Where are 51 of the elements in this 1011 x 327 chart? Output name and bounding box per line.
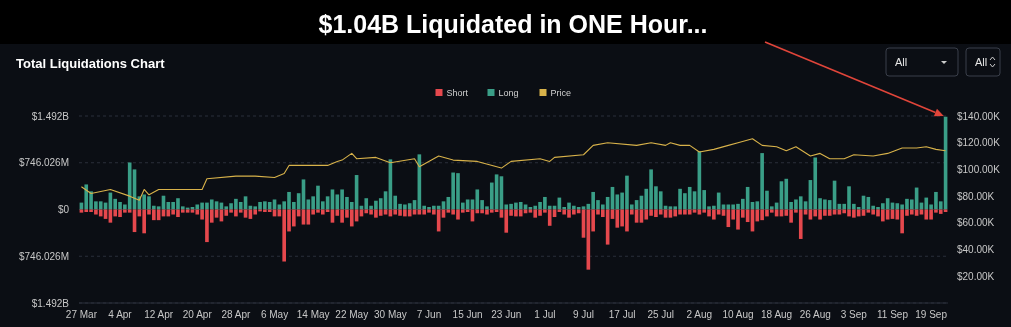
- x-tick-label: 19 Sep: [915, 309, 948, 320]
- bar: [813, 209, 818, 217]
- x-tick-label: 11 Sep: [877, 309, 909, 320]
- y-tick-label: $746.026M: [18, 250, 69, 262]
- bar: [84, 184, 89, 210]
- x-tick-label: 9 Jul: [572, 309, 595, 320]
- line-series: [80, 138, 947, 201]
- legend-label: Short: [446, 88, 469, 98]
- bar: [581, 206, 586, 210]
- x-tick-label: 4 Apr: [108, 309, 133, 320]
- y2-tick-label: $60.00K: [957, 217, 995, 229]
- x-tick-label: 28 Apr: [221, 309, 252, 320]
- x-tick-label: 25 Jul: [647, 309, 675, 320]
- y-tick-label: $746.026M: [18, 157, 69, 169]
- x-tick-label: 3 Sep: [840, 309, 868, 320]
- x-tick-label: 12 Apr: [144, 309, 174, 320]
- text: $1.04B Liquidated in ONE Hour...: [318, 10, 708, 38]
- x-tick-label: 1 Jul: [534, 309, 556, 320]
- x-tick-label: 30 May: [373, 309, 407, 320]
- legend-label: Long: [498, 88, 519, 98]
- bar: [702, 209, 707, 213]
- text: All: [895, 56, 908, 68]
- bar: [687, 209, 692, 215]
- x-tick-label: 26 Aug: [799, 309, 831, 320]
- y2-tick-label: $140.00K: [957, 110, 1001, 122]
- y-tick-label: $0: [57, 204, 70, 215]
- x-tick-label: 15 Jun: [452, 309, 483, 320]
- x-tick-label: 10 Aug: [722, 309, 754, 320]
- y2-tick-label: $20.00K: [957, 270, 995, 282]
- x-tick-label: 6 May: [260, 309, 289, 320]
- y2-tick-label: $40.00K: [957, 244, 995, 256]
- bar: [267, 201, 272, 210]
- x-tick-label: 14 May: [296, 309, 330, 320]
- y2-tick-label: $100.00K: [957, 163, 1001, 175]
- x-tick-label: 18 Aug: [761, 309, 793, 320]
- bar: [465, 199, 470, 210]
- x-tick-label: 23 Jun: [491, 309, 522, 320]
- y-tick-label: $1.492B: [31, 110, 70, 122]
- y2-tick-label: $120.00K: [957, 137, 1001, 149]
- x-tick-label: 22 May: [335, 309, 369, 320]
- x-tick-label: 27 Mar: [65, 309, 98, 320]
- text: All: [975, 56, 988, 68]
- x-tick-label: 7 Jun: [416, 309, 442, 320]
- x-tick-label: 20 Apr: [182, 309, 213, 320]
- legend-label: Price: [550, 88, 572, 98]
- y2-tick-label: $80.00K: [957, 190, 995, 202]
- bar: [489, 209, 494, 213]
- y-tick-label: $1.492B: [31, 297, 70, 309]
- chart-title: Total Liquidations Chart: [16, 56, 166, 71]
- x-tick-label: 17 Jul: [608, 309, 636, 320]
- x-tick-label: 2 Aug: [686, 309, 713, 320]
